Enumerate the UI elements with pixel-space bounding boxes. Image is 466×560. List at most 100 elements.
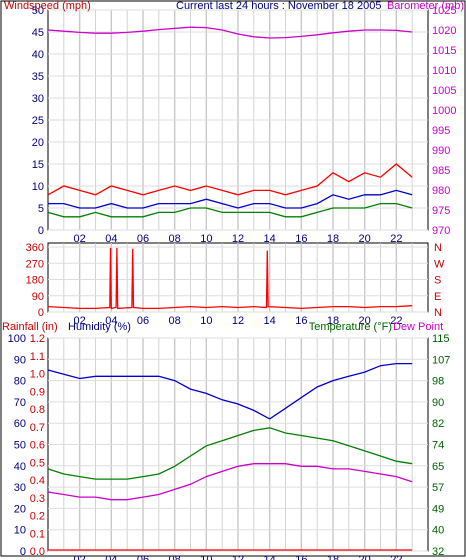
compass-label: N	[434, 307, 442, 319]
x-tick-label: 04	[105, 315, 117, 327]
humidity-axis-label: Humidity (%)	[68, 321, 131, 333]
left-tick-label: 40	[32, 49, 44, 61]
x-tick-label: 20	[359, 554, 371, 560]
series-line	[47, 463, 413, 501]
x-tick-label: 10	[200, 315, 212, 327]
x-tick-label: 06	[137, 554, 149, 560]
x-tick-label: 20	[359, 315, 371, 327]
left-tick-label: 50	[32, 5, 44, 17]
temperature-tick-label: 74	[432, 440, 444, 452]
rain-tick-label: 0.8	[30, 404, 45, 416]
rain-tick-label: 0.6	[30, 440, 45, 452]
temperature-tick-label: 49	[432, 503, 444, 515]
rain-tick-label: 0.3	[30, 493, 45, 505]
rain-tick-label: 0.5	[30, 457, 45, 469]
left-tick-label: 0	[38, 225, 44, 237]
chart-title: Current last 24 hours : November 18 2005	[176, 0, 381, 12]
humidity-tick-label: 60	[14, 418, 26, 430]
x-tick-label: 22	[390, 315, 402, 327]
right-tick-label: 975	[432, 205, 450, 217]
humidity-tick-label: 0	[20, 546, 26, 558]
x-tick-label: 14	[264, 554, 276, 560]
left-tick-label: 10	[32, 181, 44, 193]
x-tick-label: 18	[327, 233, 339, 245]
right-tick-label: 1005	[432, 85, 456, 97]
temperature-tick-label: 40	[432, 525, 444, 537]
right-tick-label: 1020	[432, 25, 456, 37]
x-tick-label: 10	[200, 554, 212, 560]
temp-humidity-panel: 0.0 0.1 0.2 0.3 0.4 0.5 0.6 0.7 0.8 0.9 1.0 1.1 1.2 0…	[2, 321, 450, 560]
right-axis-label: Barometer (mb)	[387, 0, 464, 12]
x-tick-label: 20	[359, 233, 371, 245]
compass-label: S	[434, 275, 441, 287]
left-tick-label: 35	[32, 71, 44, 83]
x-tick-label: 16	[295, 315, 307, 327]
series-line	[47, 202, 413, 218]
x-tick-label: 12	[232, 315, 244, 327]
humidity-tick-label: 100	[8, 333, 26, 345]
temperature-tick-label: 32	[432, 546, 444, 558]
right-tick-label: 1025	[432, 5, 456, 17]
compass-label: W	[434, 258, 445, 270]
rain-tick-label: 0.9	[30, 386, 45, 398]
rain-tick-label: 1.0	[30, 369, 45, 381]
temperature-tick-label: 115	[432, 333, 450, 345]
series-line	[47, 163, 413, 196]
x-tick-label: 16	[295, 233, 307, 245]
left-tick-label: 30	[32, 93, 44, 105]
left-tick-label: 5	[38, 203, 44, 215]
humidity-tick-label: 90	[14, 354, 26, 366]
x-tick-label: 04	[105, 233, 117, 245]
x-tick-label: 02	[74, 554, 86, 560]
x-tick-label: 08	[169, 315, 181, 327]
direction-tick-label: 0	[38, 307, 44, 319]
temperature-tick-label: 98	[432, 376, 444, 388]
right-tick-label: 970	[432, 225, 450, 237]
rain-tick-label: 1.1	[30, 351, 45, 363]
compass-label: E	[434, 291, 441, 303]
humidity-tick-label: 70	[14, 397, 26, 409]
x-tick-label: 18	[327, 315, 339, 327]
temperature-tick-label: 57	[432, 482, 444, 494]
left-tick-label: 25	[32, 115, 44, 127]
series-line	[48, 189, 413, 209]
humidity-tick-label: 20	[14, 503, 26, 515]
temperature-tick-label: 82	[432, 418, 444, 430]
left-tick-label: 45	[32, 27, 44, 39]
right-tick-label: 980	[432, 185, 450, 197]
right-tick-label: 985	[432, 165, 450, 177]
temperature-axis-label: Temperature (°F)	[309, 321, 392, 333]
direction-tick-label: 270	[26, 258, 44, 270]
series-line	[47, 26, 413, 39]
rain-tick-label: 0.7	[30, 422, 45, 434]
x-tick-label: 10	[200, 233, 212, 245]
right-tick-label: 1015	[432, 45, 456, 57]
dewpoint-axis-label: Dew Point	[393, 321, 443, 333]
temperature-tick-label: 107	[432, 354, 450, 366]
x-tick-label: 14	[264, 233, 276, 245]
series-line	[47, 427, 413, 480]
rain-tick-label: 1.2	[30, 333, 45, 345]
direction-line	[47, 247, 413, 310]
humidity-tick-label: 50	[14, 440, 26, 452]
x-tick-label: 14	[264, 315, 276, 327]
left-axis-label: Windspeed (mph)	[4, 0, 91, 12]
wind-barometer-panel: 0510152025303540455097097598098599099510…	[4, 0, 464, 256]
direction-tick-label: 360	[26, 242, 44, 254]
direction-tick-label: 90	[32, 291, 44, 303]
right-tick-label: 995	[432, 125, 450, 137]
temperature-tick-label: 65	[432, 461, 444, 473]
x-tick-label: 04	[105, 554, 117, 560]
temperature-tick-label: 90	[432, 397, 444, 409]
humidity-tick-label: 40	[14, 461, 26, 473]
rain-tick-label: 0.4	[30, 475, 45, 487]
humidity-tick-label: 30	[14, 482, 26, 494]
x-tick-label: 06	[137, 315, 149, 327]
x-tick-label: 08	[169, 233, 181, 245]
x-tick-label: 22	[390, 233, 402, 245]
humidity-tick-label: 80	[14, 376, 26, 388]
x-tick-label: 06	[137, 233, 149, 245]
x-tick-label: 02	[74, 315, 86, 327]
